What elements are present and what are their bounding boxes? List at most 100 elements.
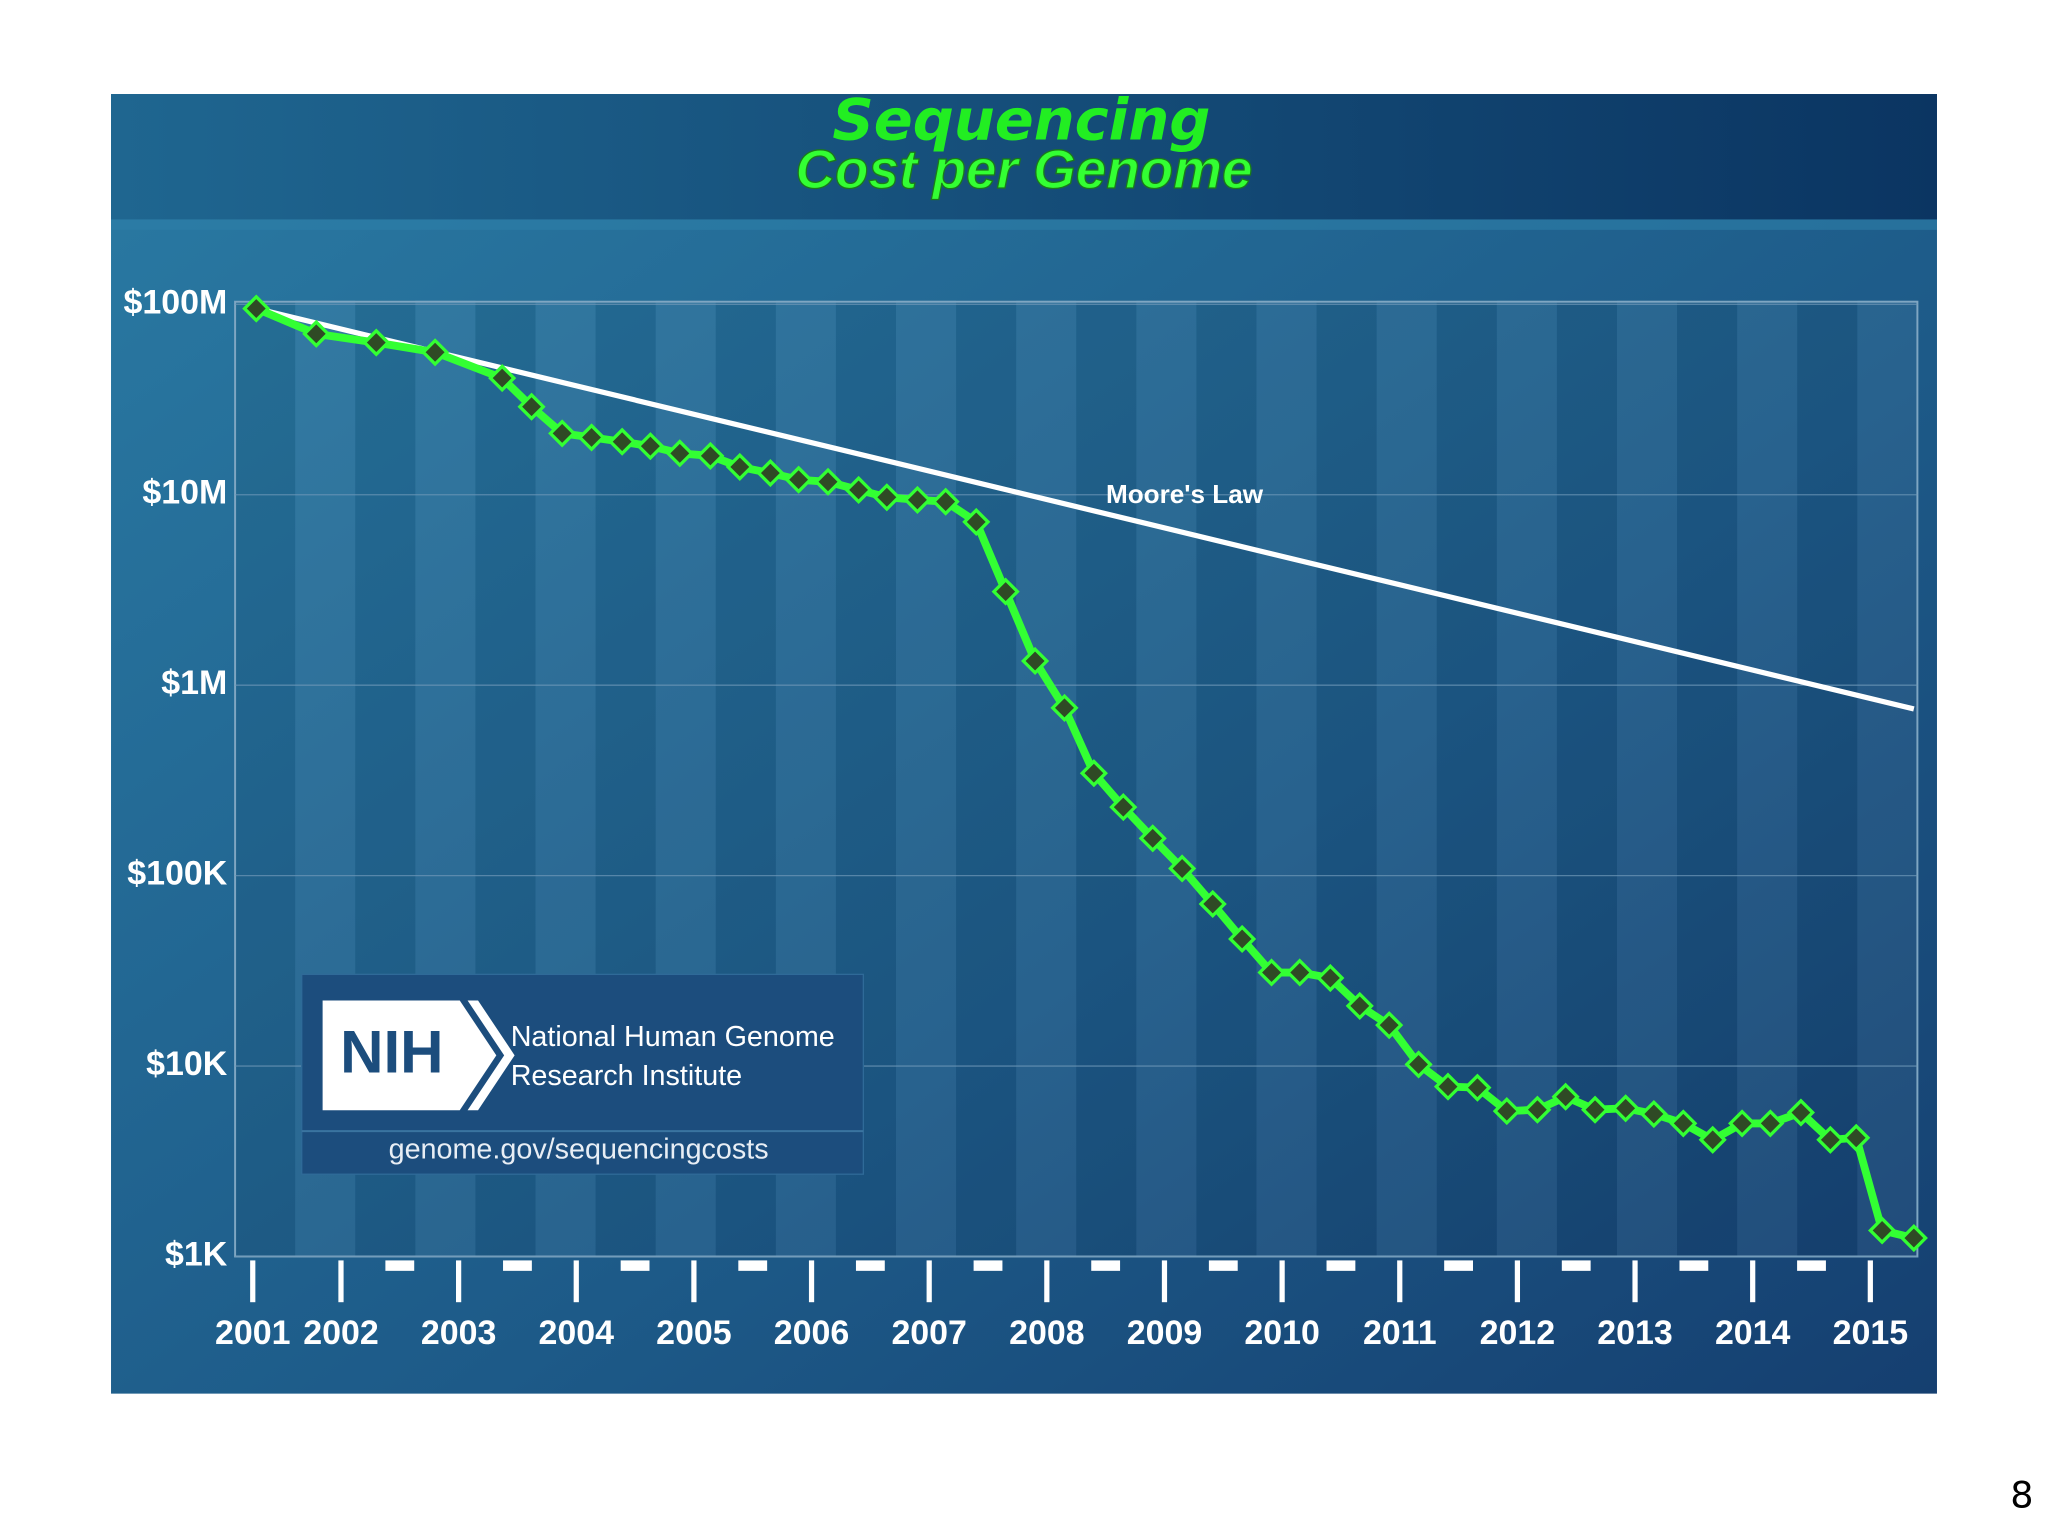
stripe	[1857, 300, 1918, 1257]
axis-bar	[1208, 1260, 1238, 1271]
chart-title: Cost per Genome	[795, 138, 1252, 200]
x-tick-label: 2003	[421, 1314, 497, 1352]
stripe	[1016, 300, 1077, 1257]
x-tick-label: 2012	[1480, 1314, 1556, 1352]
data-point	[1728, 1109, 1757, 1138]
x-tick-label: 2014	[1715, 1314, 1791, 1352]
data-point	[784, 465, 813, 494]
data-point	[608, 427, 637, 456]
stripe	[1737, 300, 1798, 1257]
data-point	[1168, 854, 1197, 883]
data-point	[548, 419, 577, 448]
data-point	[903, 485, 932, 514]
data-point	[1138, 824, 1167, 853]
data-point	[1198, 889, 1227, 919]
trend-label: Moore's Law	[1106, 479, 1264, 509]
y-tick-label: $10M	[142, 474, 227, 512]
x-tick-label: 2005	[656, 1314, 732, 1352]
x-tick-label: 2008	[1009, 1314, 1085, 1352]
trend-line	[255, 305, 1915, 712]
data-point	[1257, 958, 1286, 987]
data-point	[1868, 1216, 1897, 1245]
data-point	[756, 458, 785, 488]
logo-url: genome.gov/sequencingcosts	[389, 1133, 769, 1165]
stripe	[235, 300, 296, 1257]
data-point	[1345, 991, 1374, 1020]
data-point	[696, 441, 725, 470]
x-tick-label: 2009	[1127, 1314, 1203, 1352]
data-point	[1611, 1094, 1640, 1123]
data-point	[1523, 1095, 1552, 1124]
data-point	[1109, 793, 1138, 822]
data-point	[1816, 1125, 1845, 1154]
axis-bar	[1091, 1260, 1121, 1271]
x-tick-label: 2004	[539, 1314, 615, 1352]
data-point	[1698, 1125, 1727, 1154]
data-point	[1756, 1109, 1785, 1138]
data-point	[1316, 963, 1345, 993]
stripe	[1376, 300, 1437, 1257]
data-point	[362, 328, 391, 357]
y-tick-label: $100K	[127, 855, 227, 893]
data-point	[1050, 693, 1079, 722]
data-point	[931, 487, 960, 516]
stripe	[1136, 300, 1197, 1257]
stripe	[896, 300, 957, 1257]
data-point	[991, 577, 1020, 606]
data-point	[1492, 1097, 1521, 1126]
data-point	[1786, 1098, 1815, 1127]
logo-badge	[322, 1000, 497, 1111]
axis-bar	[620, 1260, 650, 1271]
title-band-edge	[111, 219, 1937, 230]
data-point	[421, 338, 450, 367]
data-point	[1842, 1123, 1871, 1152]
stripe	[1196, 300, 1257, 1257]
axis-bar	[503, 1260, 532, 1271]
data-point	[488, 364, 517, 393]
data-point	[1899, 1223, 1928, 1253]
data-point	[1079, 759, 1108, 788]
data-point	[962, 507, 991, 536]
logo-text: Research Institute	[511, 1060, 742, 1092]
logo-chevron	[467, 1000, 515, 1111]
data-point	[1433, 1072, 1463, 1101]
data-point	[242, 294, 271, 323]
x-tick-label: 2013	[1597, 1314, 1673, 1352]
stripe	[1797, 300, 1858, 1257]
plot: Moore's Law	[242, 294, 1928, 1253]
stripe	[1256, 300, 1317, 1257]
data-point	[1021, 646, 1050, 676]
data-point	[517, 392, 546, 421]
page-number: 8	[2010, 1473, 2033, 1516]
data-point	[1639, 1099, 1668, 1129]
axis-bar	[385, 1260, 415, 1271]
logo-text: National Human Genome	[511, 1021, 835, 1053]
axis-bar	[855, 1260, 885, 1271]
data-point	[577, 423, 606, 452]
axis-bar	[1444, 1260, 1473, 1271]
stripe	[956, 300, 1017, 1257]
data-point	[844, 475, 873, 505]
x-tick-label: 2010	[1244, 1314, 1320, 1352]
data-point	[636, 432, 665, 461]
data-point	[1404, 1050, 1433, 1079]
axis-bar	[1797, 1260, 1826, 1271]
data-point	[1228, 924, 1257, 954]
data-point	[1669, 1109, 1698, 1138]
x-tick-label: 2011	[1363, 1314, 1437, 1352]
data-point	[872, 483, 901, 512]
data-point	[665, 439, 694, 468]
y-tick-label: $1M	[161, 664, 227, 702]
y-tick-label: $10K	[146, 1045, 228, 1083]
logo-box: NIH National Human Genome Research Insti…	[301, 973, 864, 1175]
x-tick-label: 2007	[891, 1314, 967, 1352]
data-point	[302, 319, 331, 348]
axis-bar	[1679, 1260, 1709, 1271]
data-point	[1551, 1082, 1580, 1111]
stripe	[1677, 300, 1738, 1257]
data-point	[1375, 1011, 1404, 1040]
stripe	[1316, 300, 1377, 1257]
x-tick-label: 2015	[1833, 1314, 1909, 1352]
x-tick-label: 2006	[774, 1314, 850, 1352]
